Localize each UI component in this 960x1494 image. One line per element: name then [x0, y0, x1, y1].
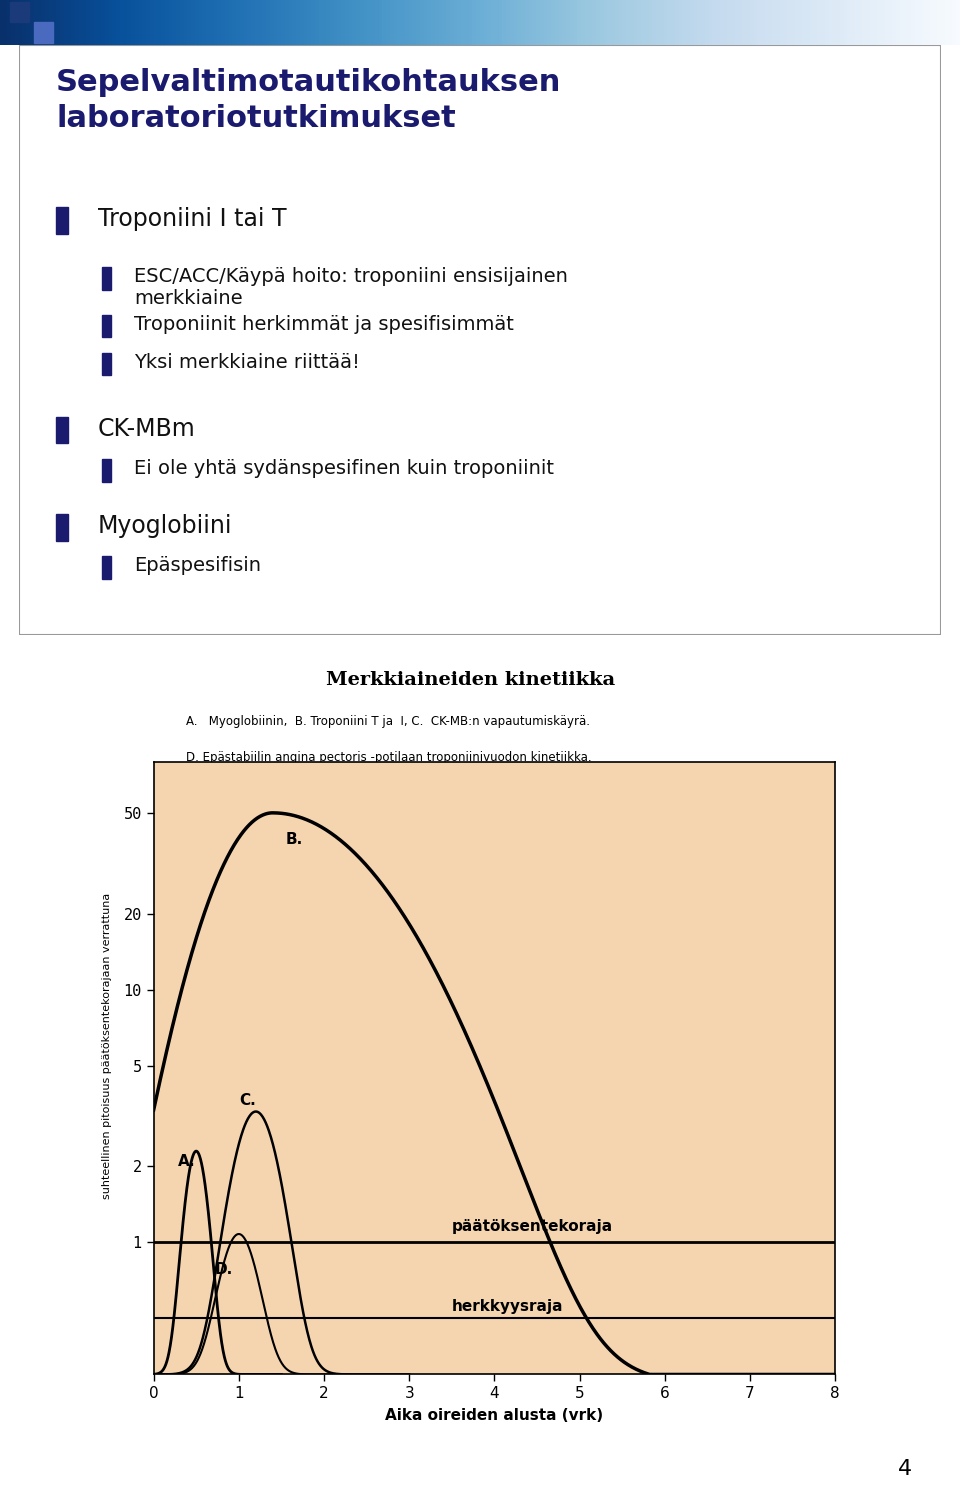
Text: Merkkiaineiden kinetiikka: Merkkiaineiden kinetiikka — [325, 671, 615, 689]
Bar — [56, 417, 68, 444]
Text: D.: D. — [215, 1262, 233, 1277]
Bar — [102, 459, 111, 481]
Bar — [102, 556, 111, 578]
Bar — [34, 22, 53, 42]
Bar — [56, 208, 68, 233]
Text: Troponiini I tai T: Troponiini I tai T — [98, 208, 286, 232]
Text: herkkyysraja: herkkyysraja — [452, 1300, 564, 1315]
Bar — [102, 267, 111, 290]
Bar — [102, 315, 111, 338]
Bar — [102, 353, 111, 375]
Text: ESC/ACC/Käypä hoito: troponiini ensisijainen
merkkiaine: ESC/ACC/Käypä hoito: troponiini ensisija… — [134, 267, 568, 308]
Bar — [10, 3, 29, 22]
Text: Sepelvaltimotautikohtauksen
laboratoriotutkimukset: Sepelvaltimotautikohtauksen laboratoriot… — [56, 69, 562, 133]
Text: A.: A. — [178, 1155, 195, 1170]
Text: Epäspesifisin: Epäspesifisin — [134, 556, 261, 575]
Text: Yksi merkkiaine riittää!: Yksi merkkiaine riittää! — [134, 353, 360, 372]
Text: B.: B. — [286, 832, 303, 847]
Text: A.   Myoglobiinin,  B. Troponiini T ja  I, C.  CK-MB:n vapautumiskäyrä.: A. Myoglobiinin, B. Troponiini T ja I, C… — [186, 716, 589, 728]
Text: D. Epästabiilin angina pectoris -potilaan troponiinivuodon kinetiikka.: D. Epästabiilin angina pectoris -potilaa… — [186, 751, 591, 765]
Text: CK-MBm: CK-MBm — [98, 417, 195, 441]
Text: 4: 4 — [898, 1460, 912, 1479]
Text: päätöksentekoraja: päätöksentekoraja — [452, 1219, 612, 1234]
Text: Troponiinit herkimmät ja spesifisimmät: Troponiinit herkimmät ja spesifisimmät — [134, 315, 515, 333]
X-axis label: Aika oireiden alusta (vrk): Aika oireiden alusta (vrk) — [385, 1409, 604, 1424]
Text: Ei ole yhtä sydänspesifinen kuin troponiinit: Ei ole yhtä sydänspesifinen kuin troponi… — [134, 459, 555, 478]
Text: C.: C. — [239, 1094, 255, 1109]
Text: Myoglobiini: Myoglobiini — [98, 514, 232, 538]
FancyBboxPatch shape — [19, 45, 941, 635]
Text: suhteellinen pitoisuus päätöksentekorajaan verrattuna: suhteellinen pitoisuus päätöksentekoraja… — [102, 893, 112, 1198]
Bar — [56, 514, 68, 541]
